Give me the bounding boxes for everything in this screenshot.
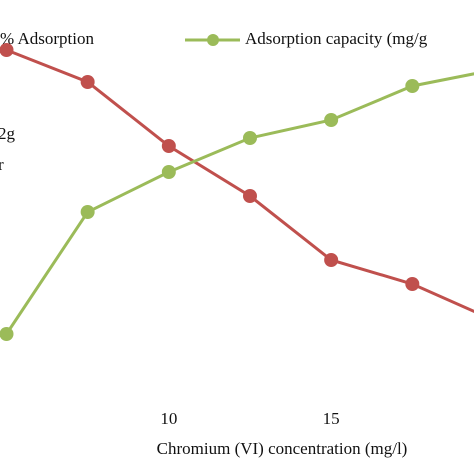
data-point	[161, 139, 176, 153]
data-point	[324, 113, 339, 127]
annotation: 2g	[0, 124, 16, 143]
series-line	[5, 72, 474, 335]
annotation: r	[0, 155, 4, 174]
data-point	[405, 79, 420, 93]
data-point	[242, 131, 257, 145]
x-axis-label: Chromium (VI) concentration (mg/l)	[157, 439, 408, 458]
x-tick-label: 10	[160, 409, 177, 428]
data-point	[80, 205, 95, 219]
data-point	[242, 189, 257, 203]
data-point	[0, 327, 14, 341]
data-point	[405, 277, 420, 291]
data-point	[324, 253, 339, 267]
legend-label: % Adsorption	[0, 29, 94, 48]
x-tick-label: 15	[323, 409, 340, 428]
data-point	[0, 43, 14, 57]
data-point	[80, 75, 95, 89]
data-point	[161, 165, 176, 179]
legend-label: Adsorption capacity (mg/g	[245, 29, 428, 48]
legend-marker	[207, 34, 219, 46]
